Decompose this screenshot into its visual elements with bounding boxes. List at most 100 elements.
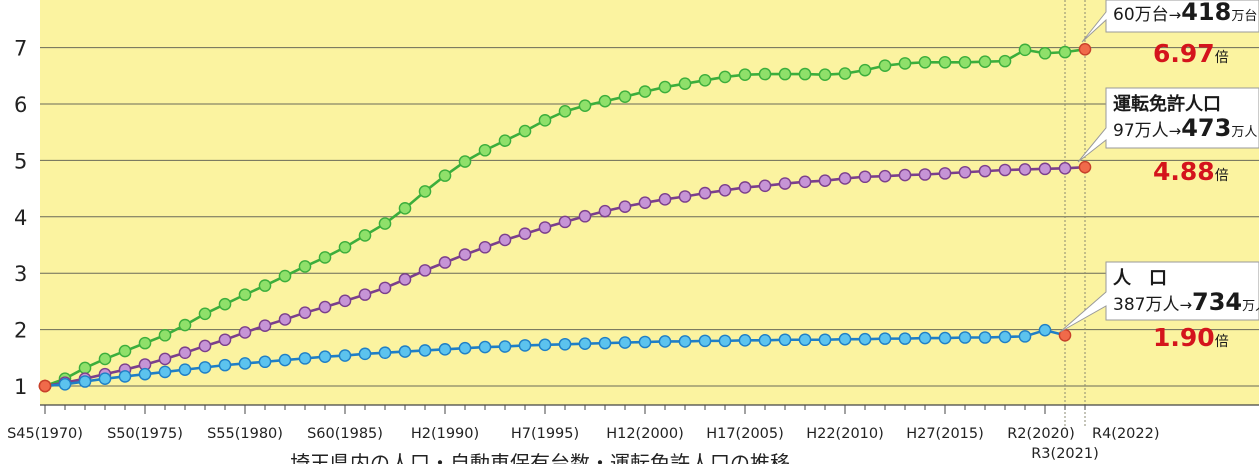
data-point [678, 77, 692, 90]
data-point [578, 99, 592, 112]
y-tick-label: 7 [14, 37, 27, 61]
data-point [518, 124, 532, 138]
x-axis: S45(1970) S50(1975) S55(1980) S60(1985) H2(1… [7, 404, 1259, 462]
multiplier-unit: 倍 [1215, 334, 1229, 350]
data-point [698, 74, 712, 87]
data-point [558, 215, 572, 229]
data-point [298, 306, 312, 319]
data-point [398, 273, 412, 286]
data-point [518, 227, 532, 241]
callout-value-part: 万台 [1231, 9, 1257, 24]
x-tick-label: R3(2021) [1031, 446, 1099, 462]
data-point [238, 288, 252, 301]
y-tick-label: 1 [14, 375, 27, 399]
data-point [618, 336, 632, 349]
data-point [498, 134, 512, 147]
data-point [278, 313, 292, 326]
data-point [858, 170, 872, 184]
data-point [598, 336, 612, 350]
data-point [318, 300, 332, 314]
x-tick-label: H17(2005) [706, 426, 784, 442]
reference-lines [1064, 0, 1086, 427]
data-point [678, 335, 692, 348]
data-point [998, 330, 1012, 344]
data-point [798, 67, 812, 81]
data-point [958, 165, 972, 179]
data-point [958, 55, 972, 69]
data-point [778, 333, 792, 347]
data-point [678, 190, 692, 203]
data-point [318, 350, 332, 363]
y-tick-label: 5 [14, 149, 27, 173]
data-point [758, 179, 772, 193]
data-point [338, 240, 352, 254]
data-point [638, 85, 652, 98]
data-point [498, 340, 512, 353]
data-point [698, 186, 712, 200]
data-point [238, 357, 252, 370]
data-point [298, 260, 312, 273]
data-point [978, 55, 992, 69]
data-point [918, 55, 932, 69]
data-point [418, 264, 432, 277]
data-point [378, 346, 392, 360]
data-point [658, 80, 672, 94]
data-point [538, 221, 552, 234]
data-point [278, 269, 292, 283]
data-point [758, 67, 772, 81]
x-tick-label: R2(2020) [1007, 426, 1075, 442]
data-point [1078, 42, 1092, 56]
y-tick-label: 3 [14, 262, 27, 286]
callout-value-part: 387万人 [1113, 295, 1179, 315]
data-point [978, 331, 992, 344]
data-point [438, 169, 452, 182]
multiplier-value: 1.90 [1153, 323, 1215, 352]
data-point [238, 326, 252, 339]
data-point [518, 339, 532, 352]
data-point [998, 54, 1012, 68]
x-tick-label: H7(1995) [511, 426, 579, 442]
data-point [218, 333, 232, 347]
data-point [638, 335, 652, 349]
data-point [1038, 323, 1052, 337]
data-point [818, 174, 832, 188]
y-tick-label: 6 [14, 93, 27, 117]
callout-value-part: 418 [1181, 0, 1231, 26]
callout-multiplier: 4.88倍 [1153, 157, 1229, 186]
data-point [418, 344, 432, 357]
data-point [418, 185, 432, 198]
data-point [258, 355, 272, 369]
data-point [498, 233, 512, 247]
data-point [718, 334, 732, 348]
data-point [1038, 162, 1052, 176]
data-point [458, 248, 472, 261]
x-tick-label: R4(2022) [1092, 426, 1160, 442]
data-point [718, 70, 732, 84]
data-point [818, 333, 832, 347]
y-axis: 1 2 3 4 5 6 7 [14, 37, 27, 399]
data-point [378, 217, 392, 230]
data-point [578, 337, 592, 351]
multiplier-unit: 倍 [1215, 168, 1229, 184]
callout-value-part: 万人 [1242, 299, 1259, 314]
data-point [658, 193, 672, 206]
data-point [438, 343, 452, 356]
data-point [758, 334, 772, 347]
data-point [978, 164, 992, 178]
data-point [98, 372, 112, 385]
chart-title: 埼玉県内の人口・自動車保有台数・運転免許人口の推移 [290, 451, 790, 464]
data-point [198, 307, 212, 321]
data-point [1058, 161, 1072, 175]
data-point [158, 328, 172, 342]
data-point [558, 337, 572, 351]
data-point [218, 297, 232, 311]
data-point [118, 370, 132, 383]
callout-value-part: 万人 [1231, 125, 1257, 140]
data-point [998, 163, 1012, 177]
callout-values: 97万人→473万人 [1113, 114, 1257, 142]
x-tick-label: H27(2015) [906, 426, 984, 442]
multiplier-unit: 倍 [1215, 50, 1229, 66]
data-point [778, 67, 792, 81]
